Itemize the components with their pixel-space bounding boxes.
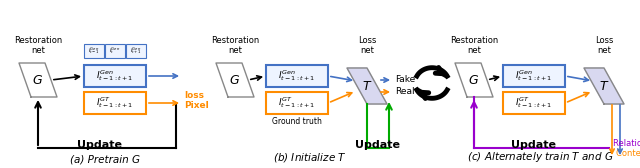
- FancyBboxPatch shape: [126, 44, 146, 58]
- Text: (b) Initialize $T$: (b) Initialize $T$: [273, 151, 347, 164]
- Text: (a) Pretrain G: (a) Pretrain G: [70, 154, 140, 164]
- Text: Restoration
net: Restoration net: [211, 36, 259, 55]
- Text: Ground truth: Ground truth: [272, 117, 322, 126]
- FancyBboxPatch shape: [84, 44, 104, 58]
- Text: $I_{t-1:t+1}^{Gen}$: $I_{t-1:t+1}^{Gen}$: [97, 69, 134, 83]
- Polygon shape: [216, 63, 254, 97]
- Polygon shape: [19, 63, 57, 97]
- FancyBboxPatch shape: [84, 65, 146, 87]
- Text: Restoration
net: Restoration net: [450, 36, 498, 55]
- Text: Pixel: Pixel: [184, 100, 209, 110]
- FancyBboxPatch shape: [266, 65, 328, 87]
- Text: Update: Update: [511, 140, 557, 150]
- Text: $T$: $T$: [599, 79, 609, 93]
- FancyBboxPatch shape: [266, 92, 328, 114]
- Text: Fake: Fake: [395, 75, 415, 85]
- Text: $I_{t-1:t+1}^{GT}$: $I_{t-1:t+1}^{GT}$: [515, 96, 552, 111]
- Text: Relation loss: Relation loss: [613, 139, 640, 149]
- Polygon shape: [584, 68, 624, 104]
- Text: $I_{t-1:t+1}^{GT}$: $I_{t-1:t+1}^{GT}$: [97, 96, 134, 111]
- Text: $I_{t-1}^{Gen}$: $I_{t-1}^{Gen}$: [88, 46, 100, 56]
- Text: Content loss: Content loss: [616, 150, 640, 158]
- FancyBboxPatch shape: [503, 92, 565, 114]
- Text: $I_t^{Gen}$: $I_t^{Gen}$: [109, 46, 120, 56]
- FancyBboxPatch shape: [105, 44, 125, 58]
- Text: Update: Update: [77, 140, 122, 150]
- Text: Loss
net: Loss net: [595, 36, 613, 55]
- Text: Real: Real: [395, 88, 415, 96]
- Text: Update: Update: [355, 140, 399, 150]
- Text: Loss
net: Loss net: [358, 36, 376, 55]
- Polygon shape: [455, 63, 493, 97]
- Text: $G$: $G$: [468, 74, 479, 87]
- Text: $G$: $G$: [33, 74, 44, 87]
- Text: $I_{t-1:t+1}^{GT}$: $I_{t-1:t+1}^{GT}$: [278, 96, 316, 111]
- Text: $I_{t+1}^{Gen}$: $I_{t+1}^{Gen}$: [130, 46, 142, 56]
- Text: Restoration
net: Restoration net: [14, 36, 62, 55]
- Text: $I_{t-1:t+1}^{Gen}$: $I_{t-1:t+1}^{Gen}$: [278, 69, 316, 83]
- Text: $T$: $T$: [362, 79, 372, 93]
- Text: (c) Alternately train $T$ and $G$: (c) Alternately train $T$ and $G$: [467, 150, 614, 164]
- Polygon shape: [347, 68, 387, 104]
- FancyBboxPatch shape: [503, 65, 565, 87]
- FancyBboxPatch shape: [84, 92, 146, 114]
- Text: loss: loss: [184, 91, 204, 99]
- Text: $G$: $G$: [230, 74, 241, 87]
- Text: $I_{t-1:t+1}^{Gen}$: $I_{t-1:t+1}^{Gen}$: [515, 69, 552, 83]
